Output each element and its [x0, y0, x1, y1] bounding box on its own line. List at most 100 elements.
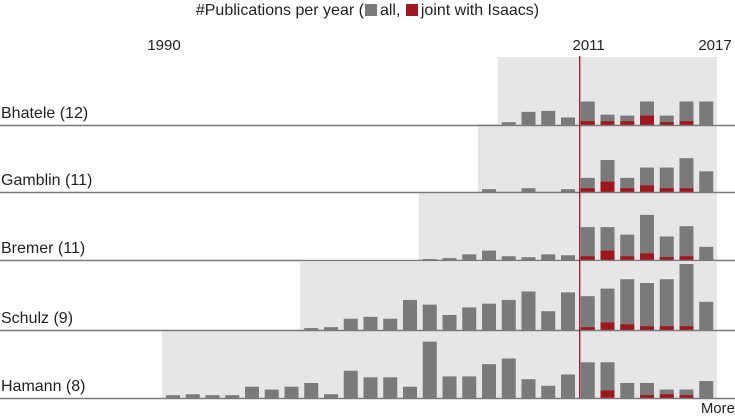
- bar-joint-0-2015: [659, 122, 674, 125]
- row-label-3: Schulz (9): [1, 310, 73, 327]
- bar-joint-3-2013: [620, 324, 635, 330]
- bar-all-2-2003: [422, 259, 437, 260]
- bar-all-4-2008: [521, 379, 536, 398]
- bar-all-0-2009: [541, 110, 556, 125]
- bar-all-3-2001: [383, 318, 398, 330]
- activity-panel-1: [478, 124, 717, 192]
- bar-all-4-1995: [264, 389, 279, 398]
- bar-all-4-1992: [205, 395, 220, 398]
- bar-joint-0-2011: [580, 121, 595, 125]
- bar-all-4-2014: [640, 382, 654, 398]
- row-label-0: Bhatele (12): [1, 105, 88, 122]
- bar-all-4-2013: [620, 382, 635, 398]
- bar-all-4-1996: [284, 386, 299, 398]
- bar-all-0-2008: [521, 111, 536, 125]
- row-label-4: Hamann (8): [1, 378, 85, 395]
- bar-joint-1-2011: [580, 188, 595, 192]
- bar-all-3-1998: [324, 327, 338, 330]
- bar-all-4-2009: [541, 385, 556, 398]
- bar-all-4-2006: [482, 364, 496, 398]
- bar-all-4-2017: [699, 381, 714, 398]
- bar-joint-2-2011: [580, 256, 595, 260]
- bar-joint-4-2015: [659, 394, 674, 398]
- bar-all-3-2017: [699, 301, 714, 330]
- bar-joint-2-2016: [679, 256, 694, 260]
- bar-all-1-2010: [561, 189, 575, 192]
- bar-all-3-2003: [422, 304, 437, 330]
- bar-joint-2-2014: [640, 253, 654, 260]
- bar-all-2-2005: [462, 254, 477, 260]
- bar-joint-0-2012: [600, 121, 615, 125]
- bar-all-3-2002: [403, 299, 417, 330]
- bar-all-2-2009: [541, 254, 556, 260]
- bar-all-4-2007: [501, 358, 516, 398]
- joint-swatch: [405, 4, 418, 16]
- year-label-2011: 2011: [572, 37, 604, 54]
- bar-joint-0-2014: [640, 115, 654, 125]
- bar-all-4-2011: [580, 362, 595, 398]
- row-label-1: Gamblin (11): [1, 172, 92, 189]
- bar-all-0-2013: [620, 115, 635, 125]
- bar-all-4-2001: [383, 377, 398, 398]
- all-swatch: [364, 4, 377, 16]
- legend-all-label: all,: [379, 2, 401, 19]
- year-label-2017: 2017: [698, 37, 731, 54]
- bar-all-3-2014: [640, 283, 654, 330]
- bar-all-3-1999: [343, 318, 358, 330]
- bar-all-2-2007: [501, 256, 516, 260]
- row-label-2: Bremer (11): [1, 240, 85, 257]
- bar-all-4-2005: [462, 376, 477, 398]
- bar-joint-3-2014: [640, 326, 654, 330]
- bar-all-4-1998: [324, 394, 338, 398]
- bar-all-4-1994: [245, 386, 259, 398]
- bar-joint-0-2016: [679, 121, 694, 125]
- bar-all-4-2010: [561, 374, 575, 398]
- title-prefix: #Publications per year (: [195, 2, 364, 19]
- bar-all-0-2017: [699, 101, 714, 125]
- bar-all-3-2009: [541, 311, 556, 330]
- more-link[interactable]: More: [700, 400, 735, 417]
- bar-joint-4-2016: [679, 395, 694, 398]
- bar-joint-3-2016: [679, 326, 694, 330]
- bar-all-4-2016: [679, 389, 694, 398]
- bar-joint-0-2013: [620, 121, 635, 125]
- bar-all-0-2015: [659, 115, 674, 125]
- bar-joint-2-2013: [620, 256, 635, 260]
- bar-all-0-2012: [600, 114, 615, 125]
- bar-joint-1-2016: [679, 188, 694, 192]
- bar-all-0-2011: [580, 101, 595, 125]
- bar-all-3-2013: [620, 279, 635, 330]
- bar-joint-3-2012: [600, 322, 615, 330]
- bar-all-4-2012: [600, 362, 615, 398]
- bar-all-1-2008: [521, 188, 536, 192]
- bar-all-1-2017: [699, 171, 714, 192]
- bar-all-4-1990: [166, 395, 180, 398]
- bar-all-0-2016: [679, 101, 694, 125]
- bar-all-2-2016: [679, 226, 694, 260]
- bar-all-2-2014: [640, 214, 654, 260]
- bar-joint-2-2012: [600, 250, 615, 260]
- bar-all-3-2004: [442, 314, 457, 330]
- bar-joint-3-2015: [659, 326, 674, 330]
- bar-all-3-2016: [679, 264, 694, 330]
- chart-title: #Publications per year (all, joint with …: [0, 0, 735, 22]
- bar-all-3-2015: [659, 279, 674, 330]
- bar-joint-4-2012: [600, 390, 615, 398]
- bar-joint-4-2014: [640, 395, 654, 398]
- bar-all-2-2008: [521, 257, 536, 260]
- bar-joint-1-2014: [640, 185, 654, 192]
- bar-all-3-2008: [521, 291, 536, 330]
- bar-all-2-2011: [580, 227, 595, 260]
- bar-all-3-2010: [561, 292, 575, 330]
- bar-all-3-2007: [501, 299, 516, 330]
- bar-all-3-1997: [304, 328, 319, 330]
- bar-all-4-2003: [422, 341, 437, 398]
- bar-all-3-2005: [462, 307, 477, 330]
- bar-all-1-2015: [659, 167, 674, 192]
- bar-joint-3-2011: [580, 327, 595, 330]
- bar-all-0-2007: [501, 122, 516, 125]
- bar-all-4-2004: [442, 376, 457, 398]
- bar-all-2-2013: [620, 234, 635, 260]
- bar-joint-1-2015: [659, 188, 674, 192]
